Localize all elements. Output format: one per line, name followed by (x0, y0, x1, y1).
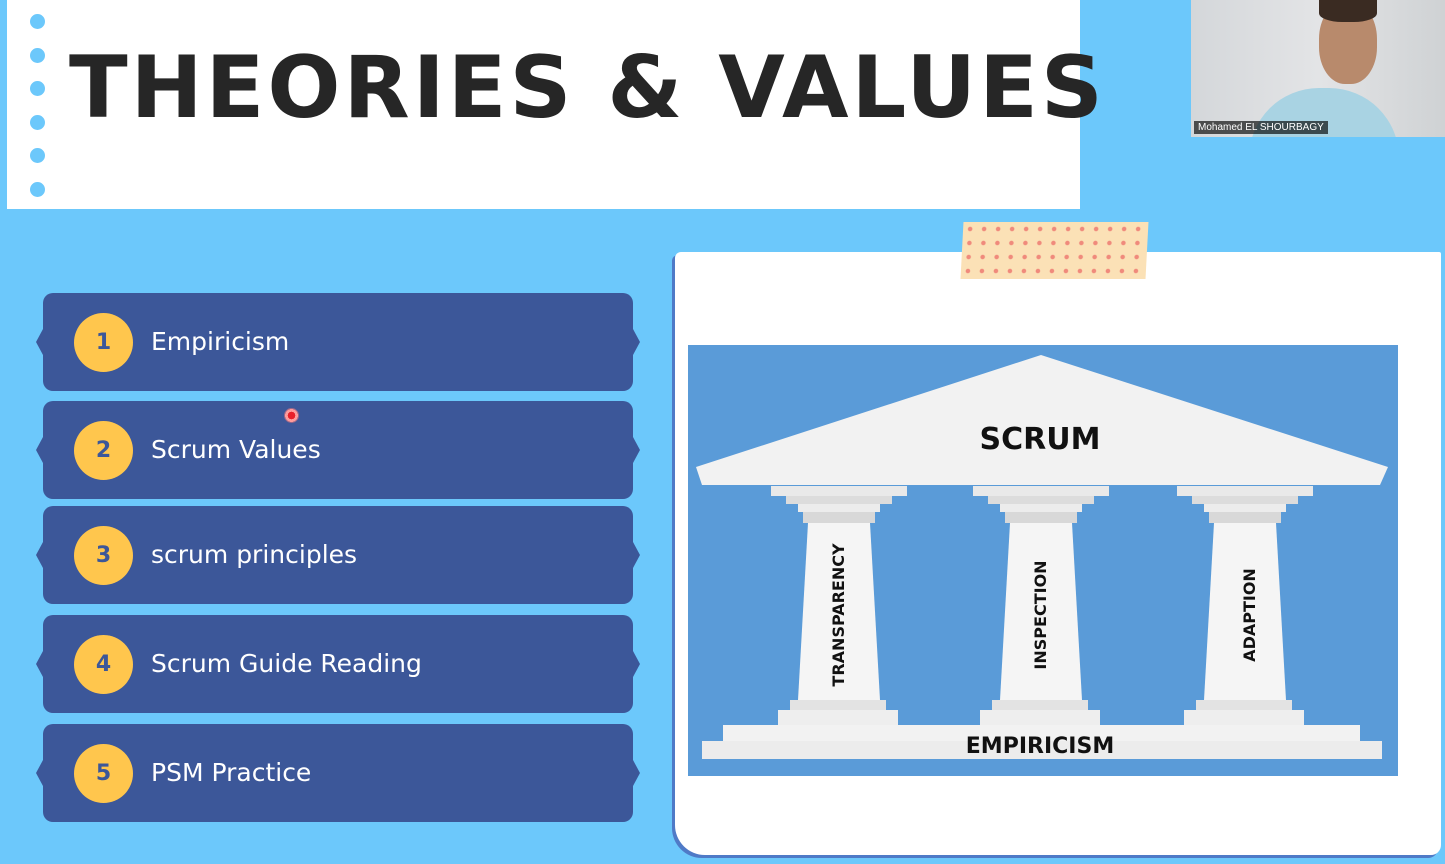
agenda-item-5[interactable]: 5 PSM Practice (43, 724, 633, 822)
notebook-dot (30, 182, 45, 197)
pillar-label: TRANSPARENCY (829, 543, 848, 687)
webcam-video-tile[interactable]: Mohamed EL SHOURBAGY (1191, 0, 1445, 137)
agenda-number-badge: 2 (74, 421, 133, 480)
agenda-item-3[interactable]: 3 scrum principles (43, 506, 633, 604)
pillar-label: ADAPTION (1240, 568, 1259, 662)
notebook-dot (30, 48, 45, 63)
notebook-dot (30, 115, 45, 130)
notebook-dot (30, 81, 45, 96)
agenda-number-badge: 4 (74, 635, 133, 694)
agenda-item-2[interactable]: 2 Scrum Values (43, 401, 633, 499)
agenda-item-label: PSM Practice (151, 724, 311, 822)
agenda-item-label: Empiricism (151, 293, 289, 391)
slide-title: THEORIES & VALUES (69, 45, 1106, 131)
agenda-number-badge: 1 (74, 313, 133, 372)
participant-hair (1319, 0, 1377, 22)
agenda-item-4[interactable]: 4 Scrum Guide Reading (43, 615, 633, 713)
agenda-number-badge: 3 (74, 526, 133, 585)
washi-tape-decoration (961, 222, 1149, 279)
agenda-item-1[interactable]: 1 Empiricism (43, 293, 633, 391)
participant-name-label: Mohamed EL SHOURBAGY (1194, 121, 1328, 134)
agenda-item-label: Scrum Guide Reading (151, 615, 422, 713)
laser-pointer-icon (284, 408, 299, 423)
scrum-pillars-diagram: SCRUM TRANSPARENCY INSPECTION ADAPTION E… (688, 345, 1398, 776)
agenda-item-label: scrum principles (151, 506, 357, 604)
roof-label: SCRUM (980, 422, 1101, 457)
notebook-dot (30, 14, 45, 29)
title-card: THEORIES & VALUES (7, 0, 1080, 209)
notebook-dot (30, 148, 45, 163)
base-label: EMPIRICISM (966, 734, 1114, 759)
pillar-label: INSPECTION (1031, 560, 1050, 669)
agenda-number-badge: 5 (74, 744, 133, 803)
